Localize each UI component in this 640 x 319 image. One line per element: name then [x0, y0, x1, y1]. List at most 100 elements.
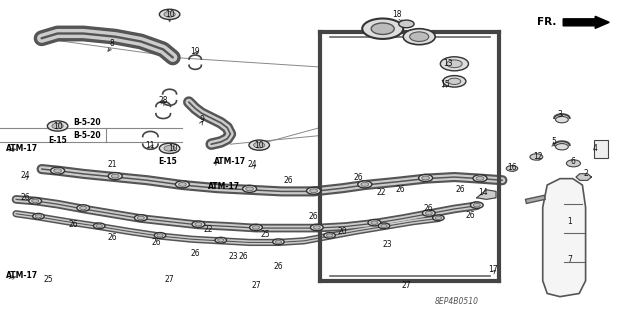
- Circle shape: [433, 215, 444, 221]
- Text: 26: 26: [20, 193, 31, 202]
- Text: 12: 12: [533, 152, 542, 161]
- Text: 10: 10: [52, 122, 63, 130]
- Circle shape: [435, 216, 442, 219]
- Circle shape: [358, 181, 372, 188]
- Text: 22: 22: [376, 189, 385, 197]
- Circle shape: [506, 166, 518, 171]
- Circle shape: [32, 199, 39, 203]
- Text: E-15: E-15: [48, 136, 67, 145]
- Circle shape: [422, 210, 435, 216]
- Circle shape: [566, 160, 580, 167]
- Text: 26: 26: [308, 212, 319, 221]
- Circle shape: [111, 174, 119, 178]
- Text: 17: 17: [488, 265, 498, 274]
- Circle shape: [77, 205, 90, 211]
- Text: 26: 26: [273, 262, 284, 271]
- Circle shape: [253, 142, 265, 148]
- Circle shape: [410, 32, 429, 41]
- Circle shape: [154, 233, 166, 238]
- Text: 25: 25: [43, 275, 53, 284]
- Circle shape: [138, 216, 145, 219]
- Circle shape: [159, 143, 180, 153]
- Text: 9: 9: [199, 115, 204, 124]
- Polygon shape: [477, 190, 496, 199]
- Circle shape: [447, 60, 462, 68]
- Text: 3: 3: [557, 110, 563, 119]
- Text: 6: 6: [570, 157, 575, 166]
- Circle shape: [371, 23, 394, 34]
- Text: 20: 20: [337, 227, 348, 236]
- Circle shape: [443, 76, 466, 87]
- Circle shape: [195, 223, 202, 226]
- Circle shape: [474, 204, 480, 207]
- Text: 14: 14: [478, 189, 488, 197]
- Circle shape: [243, 185, 257, 192]
- Circle shape: [52, 123, 63, 129]
- Circle shape: [326, 234, 333, 237]
- Circle shape: [29, 198, 42, 204]
- Text: 26: 26: [283, 176, 293, 185]
- Circle shape: [314, 226, 321, 229]
- Text: 23: 23: [228, 252, 239, 261]
- Circle shape: [134, 215, 147, 221]
- Circle shape: [275, 240, 282, 243]
- Circle shape: [179, 182, 186, 186]
- Text: 27: 27: [401, 281, 412, 290]
- Text: 26: 26: [238, 252, 248, 261]
- Text: 26: 26: [152, 238, 162, 247]
- Circle shape: [93, 223, 105, 229]
- Circle shape: [448, 78, 461, 85]
- Text: 22: 22: [204, 225, 212, 234]
- Text: 27: 27: [251, 281, 261, 290]
- Text: 26: 26: [456, 185, 466, 194]
- Text: 24: 24: [248, 160, 258, 169]
- Text: 28: 28: [159, 96, 168, 105]
- Text: 26: 26: [190, 249, 200, 258]
- Text: 26: 26: [424, 204, 434, 213]
- Circle shape: [35, 215, 42, 218]
- Bar: [594, 140, 608, 158]
- Text: 13: 13: [443, 59, 453, 68]
- Circle shape: [192, 221, 205, 227]
- Circle shape: [310, 189, 317, 193]
- Text: ATM-17: ATM-17: [214, 157, 246, 166]
- Circle shape: [556, 144, 568, 150]
- Circle shape: [157, 234, 163, 237]
- Circle shape: [250, 224, 262, 231]
- Text: 11: 11: [146, 141, 155, 150]
- Text: B-5-20: B-5-20: [74, 118, 101, 127]
- Circle shape: [470, 202, 483, 208]
- Text: 25: 25: [260, 230, 271, 239]
- Circle shape: [159, 9, 180, 19]
- Text: 26: 26: [107, 233, 117, 242]
- Circle shape: [164, 11, 175, 17]
- Circle shape: [324, 233, 335, 238]
- Circle shape: [419, 174, 433, 182]
- Circle shape: [33, 213, 44, 219]
- Circle shape: [96, 224, 102, 227]
- Circle shape: [175, 181, 189, 188]
- Circle shape: [556, 116, 568, 123]
- Text: 19: 19: [190, 47, 200, 56]
- Circle shape: [108, 173, 122, 180]
- Text: 4: 4: [593, 144, 598, 153]
- Text: 15: 15: [440, 80, 450, 89]
- Text: 24: 24: [20, 171, 31, 180]
- Circle shape: [530, 154, 543, 160]
- Circle shape: [246, 187, 253, 191]
- Circle shape: [252, 226, 260, 229]
- Circle shape: [362, 19, 403, 39]
- Text: 26: 26: [465, 211, 476, 220]
- Circle shape: [426, 211, 433, 215]
- Text: 26: 26: [353, 173, 364, 182]
- Text: 26: 26: [395, 185, 405, 194]
- Text: 23: 23: [382, 240, 392, 249]
- Text: 10: 10: [168, 144, 178, 153]
- Text: 1: 1: [567, 217, 572, 226]
- Circle shape: [307, 187, 321, 194]
- Text: 26: 26: [68, 220, 79, 229]
- Text: 8: 8: [109, 39, 115, 48]
- Text: 16: 16: [507, 163, 517, 172]
- Circle shape: [476, 176, 484, 180]
- Text: 27: 27: [164, 275, 175, 284]
